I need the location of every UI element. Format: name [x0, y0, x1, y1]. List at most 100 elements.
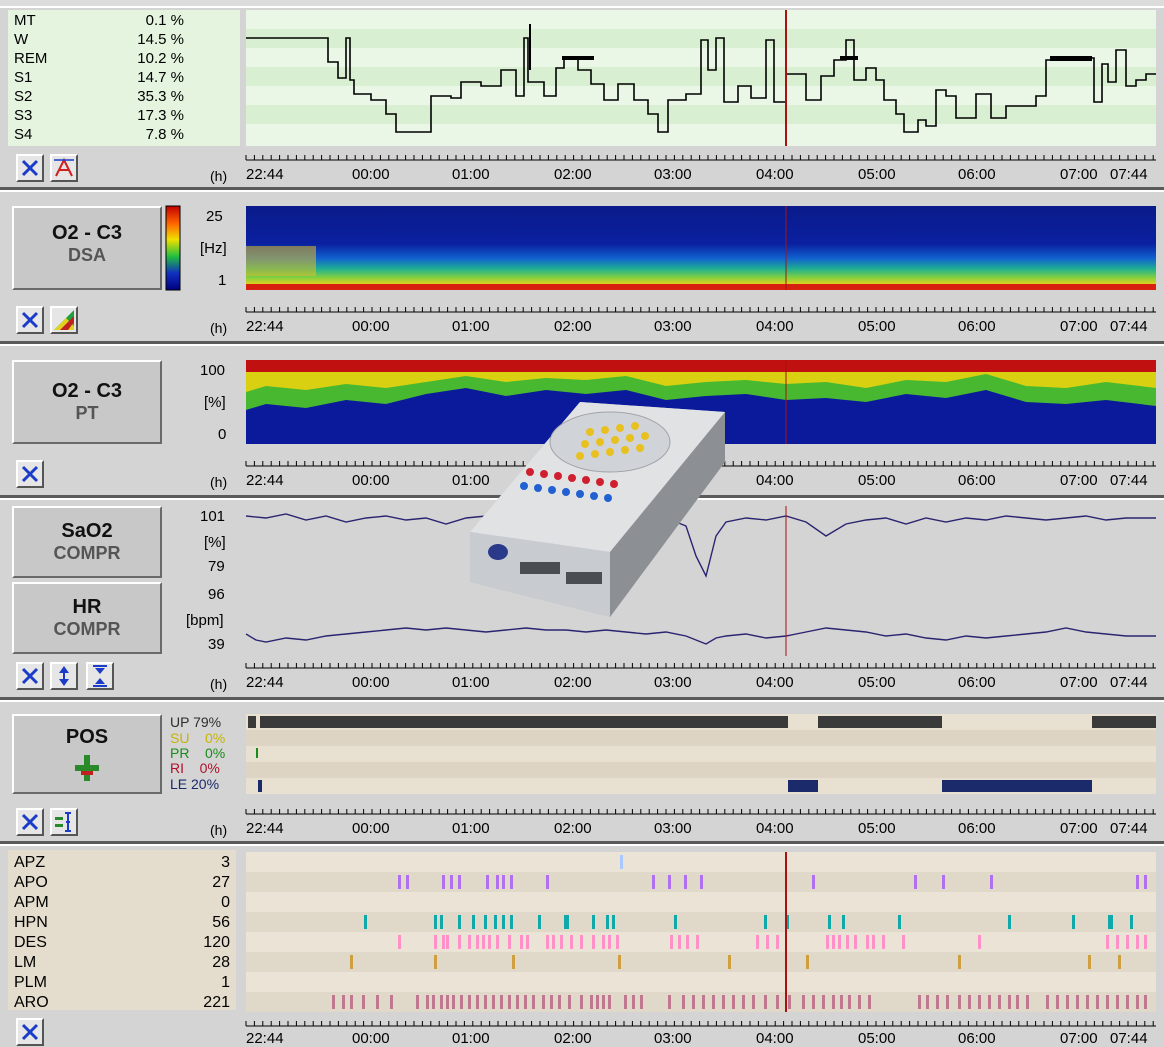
- dsa-panel: O2 - C3 DSA 25 [Hz] 1 (h) 22:44 00:00 01:0…: [0, 190, 1164, 344]
- channel-button-pos[interactable]: POS: [12, 714, 162, 794]
- color-map-icon: [54, 310, 74, 330]
- event-mark: [510, 875, 513, 889]
- close-button[interactable]: [16, 460, 44, 488]
- dsa-y-unit: [Hz]: [200, 240, 227, 257]
- close-button[interactable]: [16, 662, 44, 690]
- event-mark: [362, 995, 365, 1009]
- event-mark: [502, 915, 505, 929]
- close-button[interactable]: [16, 154, 44, 182]
- event-mark: [1126, 935, 1129, 949]
- event-mark: [732, 995, 735, 1009]
- event-mark: [1096, 995, 1099, 1009]
- time-tick-label: 05:00: [858, 166, 896, 183]
- time-tick-label: 06:00: [958, 674, 996, 691]
- time-tick-label: 22:44: [246, 318, 284, 335]
- close-button[interactable]: [16, 1018, 44, 1046]
- sao2-hr-plot: [245, 506, 1156, 656]
- sao2-y-tick-bottom: 79: [208, 558, 225, 575]
- channel-button-sao2[interactable]: SaO2 COMPR: [12, 506, 162, 578]
- event-mark: [652, 875, 655, 889]
- event-mark: [434, 915, 437, 929]
- event-mark: [1144, 995, 1147, 1009]
- time-tick-label: 00:00: [352, 820, 390, 837]
- event-mark: [416, 995, 419, 1009]
- event-mark: [452, 995, 455, 1009]
- event-mark: [468, 935, 471, 949]
- event-mark: [988, 995, 991, 1009]
- events-label-table: [8, 850, 236, 1010]
- event-mark: [868, 995, 871, 1009]
- time-tick-label: 05:00: [858, 820, 896, 837]
- events-timeline: [246, 852, 1156, 1012]
- expand-vertical-button[interactable]: [50, 662, 78, 690]
- event-mark: [590, 995, 593, 1009]
- event-mark: [776, 935, 779, 949]
- event-mark: [500, 995, 503, 1009]
- event-mark: [1136, 935, 1139, 949]
- event-mark: [802, 995, 805, 1009]
- time-tick-label: 07:44: [1110, 674, 1148, 691]
- pt-y-unit: [%]: [204, 394, 226, 411]
- time-tick-label: 02:00: [554, 674, 592, 691]
- event-mark: [1026, 995, 1029, 1009]
- pos-timeline: [246, 714, 1156, 794]
- event-mark: [376, 995, 379, 1009]
- event-mark: [512, 955, 515, 969]
- event-mark: [1106, 935, 1109, 949]
- event-mark: [692, 995, 695, 1009]
- event-mark: [440, 995, 443, 1009]
- event-mark: [918, 995, 921, 1009]
- position-filter-button[interactable]: [50, 808, 78, 836]
- event-mark: [434, 955, 437, 969]
- close-button[interactable]: [16, 306, 44, 334]
- hr-y-unit: [bpm]: [186, 612, 224, 629]
- compress-vertical-button[interactable]: [86, 662, 114, 690]
- event-mark: [764, 995, 767, 1009]
- time-axis-unit: (h): [210, 676, 228, 692]
- dsa-y-tick-top: 25: [206, 208, 223, 225]
- color-map-button[interactable]: [50, 306, 78, 334]
- time-tick-label: 22:44: [246, 1030, 284, 1047]
- event-mark: [508, 995, 511, 1009]
- hypnogram-stage-table: [8, 10, 240, 146]
- time-tick-label: 07:00: [1060, 1030, 1098, 1047]
- pos-row-pr: PR 0%: [170, 745, 226, 761]
- time-tick-label: 03:00: [654, 318, 692, 335]
- event-mark: [596, 995, 599, 1009]
- event-mark: [1066, 995, 1069, 1009]
- channel-button-pt[interactable]: O2 - C3 PT: [12, 360, 162, 444]
- hr-y-tick-bottom: 39: [208, 636, 225, 653]
- event-mark: [1072, 915, 1075, 929]
- event-mark: [538, 915, 541, 929]
- time-tick-label: 02:00: [554, 318, 592, 335]
- channel-button-hr[interactable]: HR COMPR: [12, 582, 162, 654]
- event-mark: [390, 995, 393, 1009]
- event-mark: [936, 995, 939, 1009]
- event-mark: [1016, 995, 1019, 1009]
- time-tick-label: 07:44: [1110, 472, 1148, 489]
- time-tick-label: 05:00: [858, 472, 896, 489]
- time-tick-label: 07:00: [1060, 472, 1098, 489]
- hypnogram-edit-button[interactable]: [50, 154, 78, 182]
- time-tick-label: 22:44: [246, 166, 284, 183]
- time-tick-label: 01:00: [452, 166, 490, 183]
- close-button[interactable]: [16, 808, 44, 836]
- event-mark: [838, 935, 841, 949]
- hr-y-tick-top: 96: [208, 586, 225, 603]
- time-tick-label: 06:00: [958, 820, 996, 837]
- dsa-y-tick-bottom: 1: [218, 272, 227, 289]
- channel-button-dsa[interactable]: O2 - C3 DSA: [12, 206, 162, 290]
- event-mark: [570, 935, 573, 949]
- event-mark: [526, 935, 529, 949]
- event-mark: [1130, 915, 1133, 929]
- time-tick-label: 01:00: [452, 674, 490, 691]
- pos-panel: POS UP 79% SU 0% PR 0% RI 0% LE 20% (h) …: [0, 700, 1164, 844]
- event-mark: [926, 995, 929, 1009]
- event-mark: [592, 935, 595, 949]
- time-tick-label: 03:00: [654, 674, 692, 691]
- event-mark: [968, 995, 971, 1009]
- time-axis-unit: (h): [210, 168, 228, 184]
- event-mark: [712, 995, 715, 1009]
- event-mark: [542, 995, 545, 1009]
- sao2-y-unit: [%]: [204, 534, 226, 551]
